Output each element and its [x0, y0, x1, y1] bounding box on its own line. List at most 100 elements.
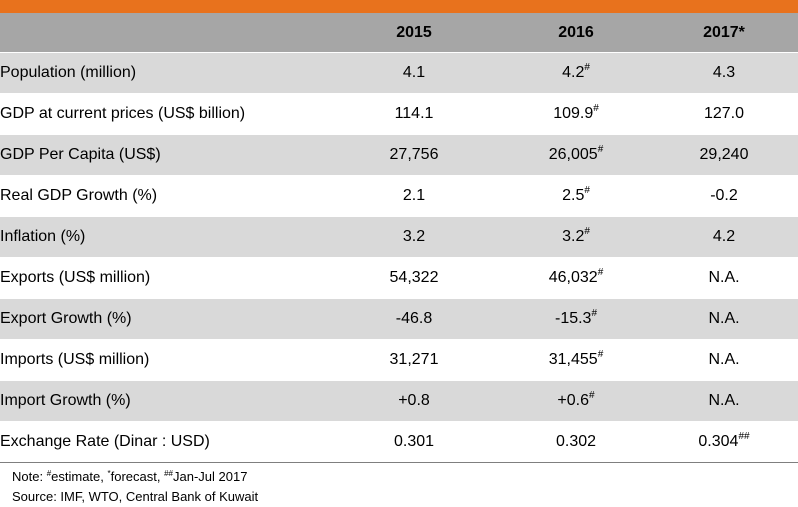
table-row: Export Growth (%) -46.8 -15.3# N.A. — [0, 298, 798, 340]
footnote-mark: # — [593, 103, 599, 114]
footnote-mark: # — [584, 185, 590, 196]
row-label-text: Inflation (%) — [0, 228, 86, 245]
value-2015-text: +0.8 — [398, 392, 430, 409]
value-2016-text: 46,032 — [548, 269, 598, 286]
value-2017: 127.0 — [650, 93, 798, 135]
table-row: Imports (US$ million) 31,271 31,455# N.A. — [0, 339, 798, 381]
table-row: Exports (US$ million) 54,322 46,032# N.A. — [0, 257, 798, 299]
table-row: Real GDP Growth (%) 2.1 2.5# -0.2 — [0, 175, 798, 217]
value-2017-text: N.A. — [708, 351, 740, 368]
value-2017-text: 4.2 — [712, 228, 736, 245]
value-2016: 3.2# — [502, 216, 650, 258]
value-2016-text: 31,455 — [548, 351, 598, 368]
row-label: Import Growth (%) — [0, 380, 326, 422]
row-label-text: GDP Per Capita (US$) — [0, 146, 161, 163]
value-2015-text: 54,322 — [389, 269, 439, 286]
value-2015: 4.1 — [326, 52, 502, 94]
row-label: Inflation (%) — [0, 216, 326, 258]
value-2015: 0.301 — [326, 421, 502, 462]
row-label-text: Exports (US$ million) — [0, 269, 151, 286]
value-2017: N.A. — [650, 257, 798, 299]
footnote-mark: # — [597, 144, 604, 155]
value-2016: -15.3# — [502, 298, 650, 340]
value-2015-text: 27,756 — [389, 146, 439, 163]
row-label-text: Real GDP Growth (%) — [0, 187, 158, 204]
row-label-text: Export Growth (%) — [0, 310, 132, 327]
header-year-2016: 2016 — [502, 13, 650, 53]
header-year-2017: 2017* — [650, 13, 798, 53]
value-2015: 2.1 — [326, 175, 502, 217]
note-text-forecast: forecast, — [110, 469, 165, 484]
table-notes: Note: #estimate, *forecast, ##Jan-Jul 20… — [0, 463, 798, 507]
row-label: GDP Per Capita (US$) — [0, 134, 326, 176]
note-line: Note: #estimate, *forecast, ##Jan-Jul 20… — [12, 467, 798, 487]
value-2016: +0.6# — [502, 380, 650, 422]
value-2016-text: 109.9 — [553, 105, 594, 122]
value-2015-text: 3.2 — [402, 228, 426, 245]
row-label-text: Import Growth (%) — [0, 392, 131, 409]
value-2017-text: N.A. — [708, 310, 740, 327]
header-label-cell — [0, 13, 326, 53]
value-2015: +0.8 — [326, 380, 502, 422]
bottom-rule — [0, 462, 798, 463]
value-2015-text: 2.1 — [402, 187, 426, 204]
value-2016: 26,005# — [502, 134, 650, 176]
row-label: Exchange Rate (Dinar : USD) — [0, 421, 326, 462]
row-label-text: Imports (US$ million) — [0, 351, 150, 368]
value-2015: 114.1 — [326, 93, 502, 135]
value-2017: 4.2 — [650, 216, 798, 258]
value-2016-text: 26,005 — [548, 146, 598, 163]
value-2015-text: -46.8 — [395, 310, 433, 327]
footnote-mark: # — [597, 267, 604, 278]
table-row: Import Growth (%) +0.8 +0.6# N.A. — [0, 380, 798, 422]
value-2015: 3.2 — [326, 216, 502, 258]
value-2016-text: 3.2 — [562, 228, 585, 245]
value-2017-text: N.A. — [708, 392, 740, 409]
table-row: Inflation (%) 3.2 3.2# 4.2 — [0, 216, 798, 258]
footnote-mark: # — [584, 62, 590, 73]
value-2016-text: 0.302 — [555, 433, 597, 450]
value-2016: 31,455# — [502, 339, 650, 381]
header-year-2015: 2015 — [326, 13, 502, 53]
value-2017: -0.2 — [650, 175, 798, 217]
row-label: Imports (US$ million) — [0, 339, 326, 381]
footnote-mark: # — [589, 390, 595, 401]
note-text-estimate: estimate, — [51, 469, 108, 484]
table-row: Exchange Rate (Dinar : USD) 0.301 0.302 0.3… — [0, 421, 798, 462]
economic-indicators-table: 2015 2016 2017* Population (million) 4.1 4… — [0, 13, 798, 462]
value-2015: -46.8 — [326, 298, 502, 340]
value-2017-text: 29,240 — [699, 146, 749, 163]
value-2016-text: 2.5 — [562, 187, 585, 204]
row-label: GDP at current prices (US$ billion) — [0, 93, 326, 135]
row-label-text: Exchange Rate (Dinar : USD) — [0, 433, 210, 450]
top-accent-bar — [0, 0, 798, 13]
value-2016-text: +0.6 — [557, 392, 590, 409]
value-2016: 0.302 — [502, 421, 650, 462]
value-2016-text: -15.3 — [554, 310, 592, 327]
value-2015-text: 0.301 — [393, 433, 435, 450]
table-row: GDP at current prices (US$ billion) 114.1… — [0, 93, 798, 135]
footnote-mark: ## — [738, 431, 750, 442]
value-2017: N.A. — [650, 298, 798, 340]
value-2016: 2.5# — [502, 175, 650, 217]
value-2016: 4.2# — [502, 52, 650, 94]
value-2015-text: 31,271 — [389, 351, 439, 368]
value-2017-text: 4.3 — [712, 64, 736, 81]
footnote-mark: # — [597, 349, 604, 360]
row-label: Real GDP Growth (%) — [0, 175, 326, 217]
value-2015-text: 114.1 — [394, 105, 434, 122]
row-label-text: Population (million) — [0, 64, 137, 81]
note-mark-forecast: * — [107, 469, 111, 478]
row-label-text: GDP at current prices (US$ billion) — [0, 105, 246, 122]
value-2017: 0.304## — [650, 421, 798, 462]
row-label: Population (million) — [0, 52, 326, 94]
value-2015: 54,322 — [326, 257, 502, 299]
note-prefix: Note: — [12, 469, 47, 484]
value-2017: N.A. — [650, 380, 798, 422]
source-line: Source: IMF, WTO, Central Bank of Kuwait — [12, 489, 259, 504]
value-2017-text: -0.2 — [710, 187, 738, 204]
value-2017-text: N.A. — [708, 269, 740, 286]
table-header-row: 2015 2016 2017* — [0, 13, 798, 53]
value-2017-text: 0.304 — [698, 433, 739, 450]
value-2017: 4.3 — [650, 52, 798, 94]
